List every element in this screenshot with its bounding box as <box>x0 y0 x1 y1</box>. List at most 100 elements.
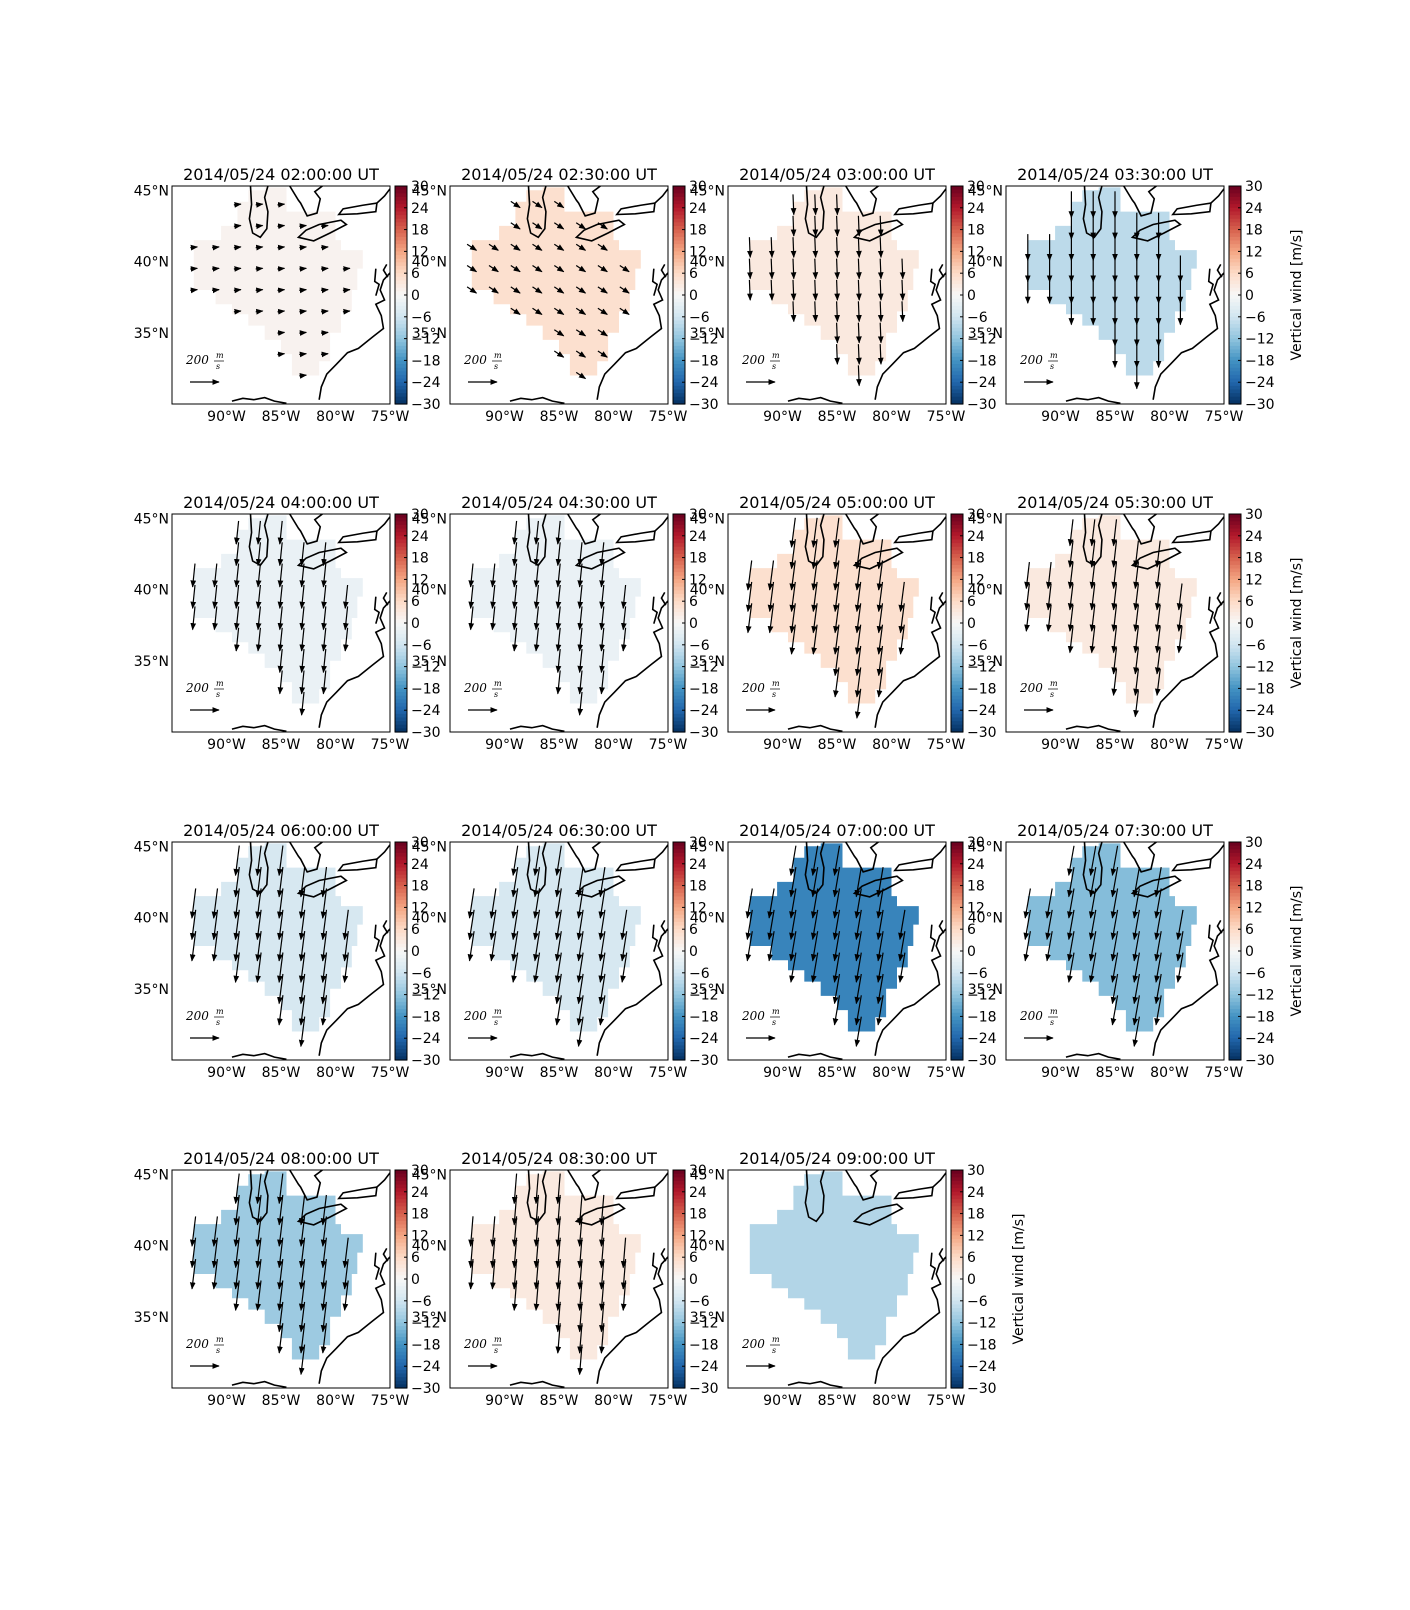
scale-arrow-unit-num: m <box>1050 351 1058 360</box>
colorbar-segment <box>951 251 963 256</box>
colorbar-segment <box>395 1005 407 1010</box>
lake-erie-shore <box>852 547 904 570</box>
colorbar-tick-label: 12 <box>411 572 429 588</box>
wind-vector <box>211 1216 218 1247</box>
colorbar-segment <box>951 1246 963 1251</box>
colorbar-segment <box>395 1268 407 1273</box>
colorbar-segment <box>951 670 963 675</box>
colorbar-segment <box>673 258 685 263</box>
colorbar-segment <box>951 655 963 660</box>
wind-vector <box>511 867 519 898</box>
colorbar-tick-label: 24 <box>411 857 429 873</box>
colorbar-segment <box>673 215 685 220</box>
map-area <box>190 186 390 404</box>
colorbar-segment <box>395 921 407 927</box>
colorbar-segment <box>1229 677 1241 682</box>
wind-vector <box>834 322 841 344</box>
wind-vector <box>1132 1016 1140 1048</box>
colorbar-segment <box>951 1052 963 1057</box>
colorbar-tick-label: 6 <box>689 922 698 938</box>
wind-vector <box>1067 952 1075 983</box>
colorbar-segment <box>395 1286 407 1291</box>
lake-ontario-shore <box>1171 202 1212 216</box>
wind-vector <box>599 606 605 631</box>
colorbar-segment <box>1229 586 1241 591</box>
colorbar-segment <box>1229 247 1241 252</box>
colorbar-tick-label: −12 <box>689 660 719 676</box>
wind-vector <box>212 563 218 588</box>
scale-arrow-label: 200 <box>185 353 209 367</box>
colorbar-segment <box>673 385 685 391</box>
st-lawrence-river <box>1210 844 1224 860</box>
wind-vector <box>1045 604 1052 632</box>
colorbar-segment <box>951 1038 963 1043</box>
colorbar-segment <box>951 925 963 930</box>
colorbar-segment <box>951 990 963 996</box>
colorbar-segment <box>673 903 685 908</box>
colorbar-tick-label: −18 <box>411 353 441 369</box>
wind-vector <box>833 667 840 698</box>
colorbar-segment <box>673 1337 685 1342</box>
x-tick-label: 85°W <box>540 1065 579 1081</box>
wind-vector <box>576 867 584 898</box>
colorbar-segment <box>1229 196 1241 202</box>
colorbar-segment <box>395 925 407 930</box>
wind-vector <box>555 1301 562 1333</box>
colorbar-segment <box>951 313 963 318</box>
colorbar-segment <box>395 1034 407 1039</box>
colorbar-tick-label: −6 <box>967 638 988 654</box>
wind-vector <box>277 952 284 984</box>
colorbar-segment <box>1229 641 1241 646</box>
y-tick-label: 45°N <box>968 511 1003 527</box>
colorbar-segment <box>673 918 685 923</box>
colorbar-segment <box>1229 918 1241 923</box>
lake-erie-shore <box>852 219 904 242</box>
colorbar-segment <box>673 291 685 296</box>
wind-vector <box>745 931 753 962</box>
colorbar-segment <box>951 309 963 314</box>
wind-vector <box>1132 888 1140 919</box>
colorbar-segment <box>1229 280 1241 285</box>
colorbar-segment <box>673 1304 685 1309</box>
wind-vector <box>533 542 540 567</box>
lake-ontario-shore <box>1171 858 1212 872</box>
colorbar-segment <box>1229 626 1241 631</box>
y-tick-label: 35°N <box>968 982 1003 998</box>
colorbar-segment <box>395 1052 407 1057</box>
wind-vector <box>255 1194 262 1226</box>
colorbar-tick-label: −12 <box>967 332 997 348</box>
wind-vector <box>812 237 819 259</box>
st-lawrence-river <box>376 516 390 532</box>
wind-vector <box>298 888 306 919</box>
wind-vector <box>190 287 199 294</box>
colorbar-segment <box>673 1177 685 1182</box>
wind-vector <box>599 563 605 588</box>
wind-vector <box>577 1280 583 1312</box>
atlantic-coastline <box>318 600 390 728</box>
wind-vector <box>899 301 906 323</box>
colorbar-segment <box>951 1260 963 1266</box>
colorbar-segment <box>673 196 685 202</box>
colorbar-segment <box>395 1297 407 1302</box>
wind-vector <box>599 1259 605 1290</box>
wind-vector <box>1154 888 1162 919</box>
wind-vector <box>233 223 242 230</box>
y-tick-label: 45°N <box>412 183 447 199</box>
colorbar-segment <box>1229 305 1241 311</box>
colorbar-segment <box>395 1030 407 1036</box>
colorbar-segment <box>673 681 685 686</box>
colorbar-segment <box>951 852 963 858</box>
wind-vector <box>255 1259 262 1290</box>
colorbar-segment <box>1229 327 1241 332</box>
wind-vector <box>599 1237 605 1269</box>
wind-vector <box>510 286 521 294</box>
scale-arrow-label: 200 <box>741 1009 765 1023</box>
wind-vector <box>854 560 862 591</box>
wind-vector <box>876 603 884 634</box>
wind-vector <box>854 867 862 898</box>
wind-vector <box>233 1280 240 1312</box>
wind-vector <box>1088 866 1097 898</box>
wind-vector <box>876 973 884 1005</box>
colorbar-segment <box>395 965 407 970</box>
wind-vector <box>812 258 819 280</box>
